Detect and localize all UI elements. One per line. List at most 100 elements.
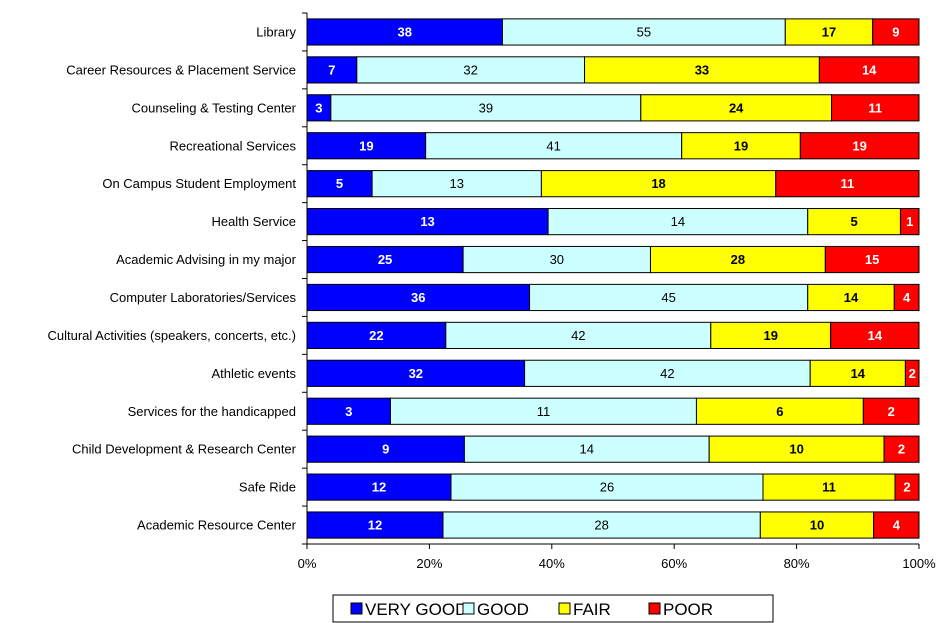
data-label: 39 [479,100,493,115]
category-label: Child Development & Research Center [72,442,297,457]
bar-segment [872,18,920,46]
bar-segment [306,56,358,84]
data-label: 14 [671,214,685,229]
bar-segment [818,56,920,84]
bar-segment [831,94,920,122]
data-label: 32 [463,62,477,77]
bar-segment [330,94,642,122]
bar-segment [389,397,697,425]
category-label: Academic Advising in my major [116,252,297,267]
bar-segment [695,397,864,425]
category-label: Health Service [211,214,296,229]
data-label: 14 [862,62,877,77]
data-label: 33 [695,62,709,77]
data-label: 5 [336,176,343,191]
bar-segment [547,208,809,236]
bar-segment [529,283,809,312]
x-tick-label: 80% [784,556,810,571]
data-label: 4 [893,518,901,533]
x-tick-label: 20% [416,556,442,571]
data-label: 12 [368,518,382,533]
data-label: 19 [734,138,748,153]
bar-segment [824,245,920,274]
axis-layer: Library Career Resources & Placement Serv… [47,12,936,571]
data-label: 15 [865,252,879,267]
x-tick-label: 60% [661,556,687,571]
legend-swatch [648,602,661,615]
legend-label: GOOD [477,600,529,619]
data-label: 2 [909,366,916,381]
category-label: Academic Resource Center [137,518,297,533]
legend-box [332,594,774,623]
data-label: 26 [600,480,614,495]
legend: VERY GOOD GOOD FAIR POOR [332,594,774,623]
data-label: 14 [868,328,883,343]
bar-segment [883,435,920,463]
category-label: Computer Laboratories/Services [110,290,297,305]
legend-swatch [558,602,571,615]
bar-segment [584,56,820,84]
bar-segment [775,170,920,198]
bar-segment [708,435,885,463]
bar-segment [306,283,531,312]
category-label: Library [256,24,296,39]
category-label: Counseling & Testing Center [131,100,296,115]
data-label: 10 [789,442,803,457]
bar-segment [524,359,811,387]
legend-label: POOR [663,600,713,619]
data-label: 14 [851,366,866,381]
data-label: 11 [841,176,855,191]
data-label: 6 [776,404,783,419]
data-label: 19 [359,138,373,153]
bar-segment [462,245,651,274]
data-label: 30 [550,252,564,267]
data-label: 19 [852,138,866,153]
data-label: 45 [661,290,675,305]
data-label: 3 [345,404,352,419]
data-label: 22 [369,328,383,343]
data-label: 19 [763,328,777,343]
bar-segment [899,208,920,236]
category-label: Recreational Services [170,138,297,153]
data-label: 2 [898,442,905,457]
data-label: 32 [409,366,423,381]
bars-layer [306,18,920,539]
data-label: 55 [637,24,651,39]
data-label: 36 [411,290,425,305]
data-label: 3 [315,100,322,115]
data-label: 2 [888,404,895,419]
bar-segment [442,511,761,539]
category-label: On Campus Student Employment [102,176,296,191]
bar-segment [306,18,503,46]
category-label: Cultural Activities (speakers, concerts,… [47,328,296,343]
x-tick-label: 0% [298,556,317,571]
bar-segment [807,208,901,236]
bar-segment [807,283,895,312]
legend-label: VERY GOOD [365,600,467,619]
bar-segment [356,56,586,84]
bar-segment [762,473,896,501]
legend-label: FAIR [573,600,611,619]
bar-segment [759,511,875,539]
bar-segment [904,359,920,387]
data-label: 17 [822,24,836,39]
data-label: 41 [546,138,560,153]
data-label: 42 [660,366,674,381]
data-label: 5 [850,214,857,229]
x-tick-label: 40% [539,556,565,571]
bar-segment [710,321,832,349]
data-label: 13 [450,176,464,191]
data-label: 12 [372,480,386,495]
bar-segment [306,132,427,160]
bar-segment [306,321,447,349]
bar-segment [371,170,542,198]
bar-segment [862,397,920,425]
data-label: 2 [903,480,910,495]
bar-segment [799,132,920,160]
data-label: 11 [868,100,882,115]
bar-segment [306,473,452,501]
data-label: 9 [382,442,389,457]
bar-segment [809,359,906,387]
